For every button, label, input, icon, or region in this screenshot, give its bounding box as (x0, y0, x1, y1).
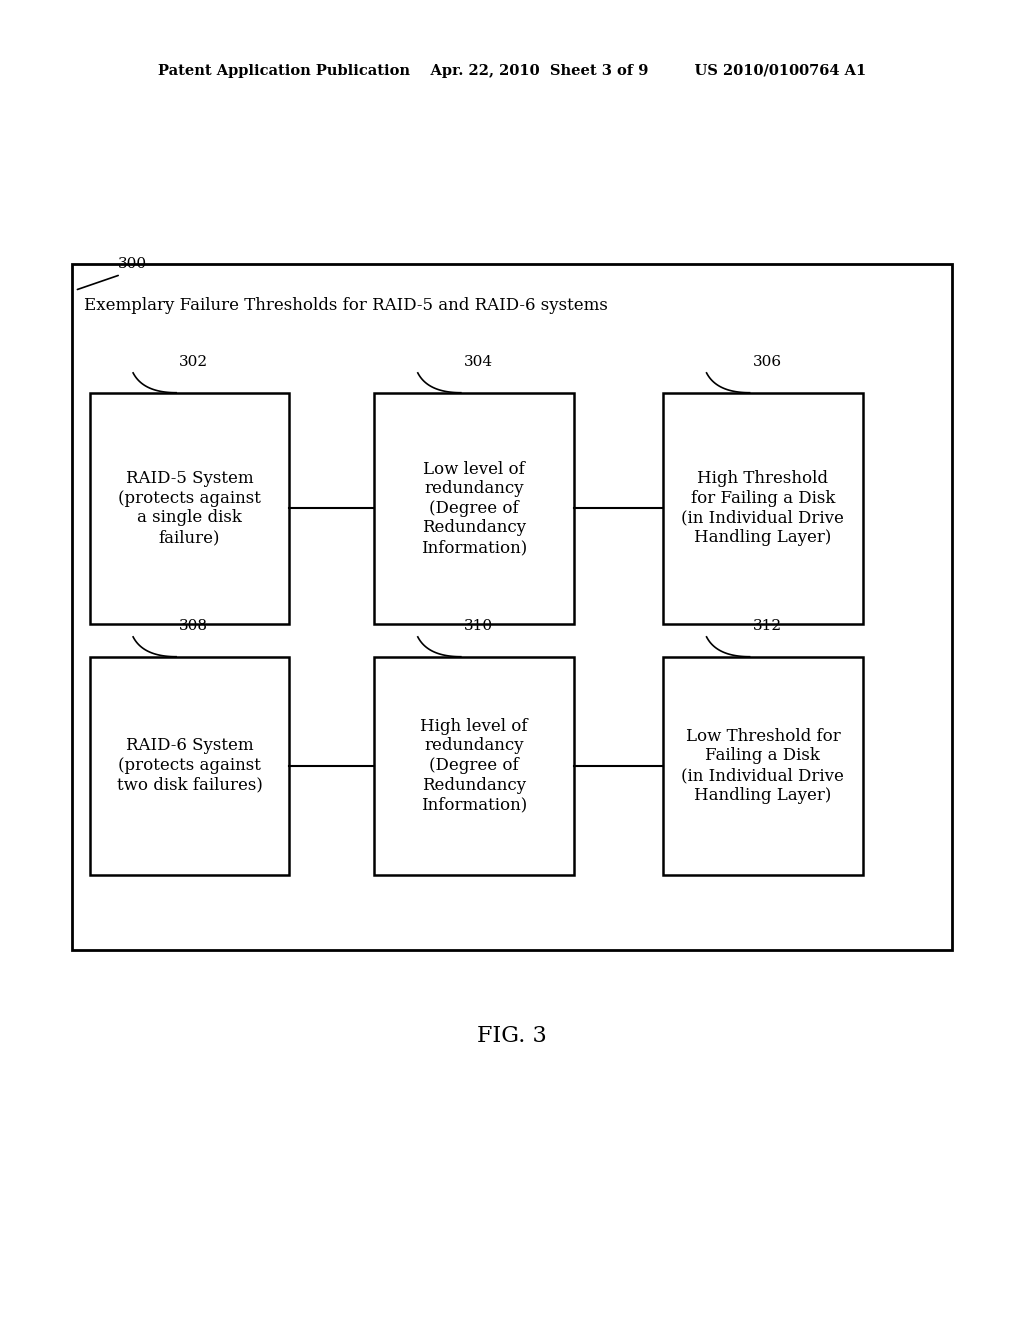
FancyBboxPatch shape (90, 393, 289, 624)
Text: 312: 312 (753, 619, 781, 634)
FancyBboxPatch shape (375, 393, 573, 624)
FancyBboxPatch shape (90, 657, 289, 875)
Text: RAID-5 System
(protects against
a single disk
failure): RAID-5 System (protects against a single… (118, 470, 261, 546)
Text: 300: 300 (118, 256, 146, 271)
Text: RAID-6 System
(protects against
two disk failures): RAID-6 System (protects against two disk… (117, 738, 262, 793)
FancyBboxPatch shape (664, 657, 862, 875)
Text: FIG. 3: FIG. 3 (477, 1026, 547, 1047)
Text: Low Threshold for
Failing a Disk
(in Individual Drive
Handling Layer): Low Threshold for Failing a Disk (in Ind… (681, 727, 845, 804)
FancyBboxPatch shape (664, 393, 862, 624)
Text: Exemplary Failure Thresholds for RAID-5 and RAID-6 systems: Exemplary Failure Thresholds for RAID-5 … (84, 297, 608, 314)
Text: 308: 308 (179, 619, 208, 634)
Text: 302: 302 (179, 355, 208, 370)
Text: 310: 310 (464, 619, 493, 634)
Text: 306: 306 (753, 355, 781, 370)
Text: High level of
redundancy
(Degree of
Redundancy
Information): High level of redundancy (Degree of Redu… (421, 718, 527, 813)
Text: 304: 304 (464, 355, 493, 370)
FancyBboxPatch shape (375, 657, 573, 875)
Text: Low level of
redundancy
(Degree of
Redundancy
Information): Low level of redundancy (Degree of Redun… (421, 461, 527, 556)
Text: Patent Application Publication    Apr. 22, 2010  Sheet 3 of 9         US 2010/01: Patent Application Publication Apr. 22, … (158, 65, 866, 78)
Text: High Threshold
for Failing a Disk
(in Individual Drive
Handling Layer): High Threshold for Failing a Disk (in In… (681, 470, 845, 546)
FancyBboxPatch shape (72, 264, 952, 950)
